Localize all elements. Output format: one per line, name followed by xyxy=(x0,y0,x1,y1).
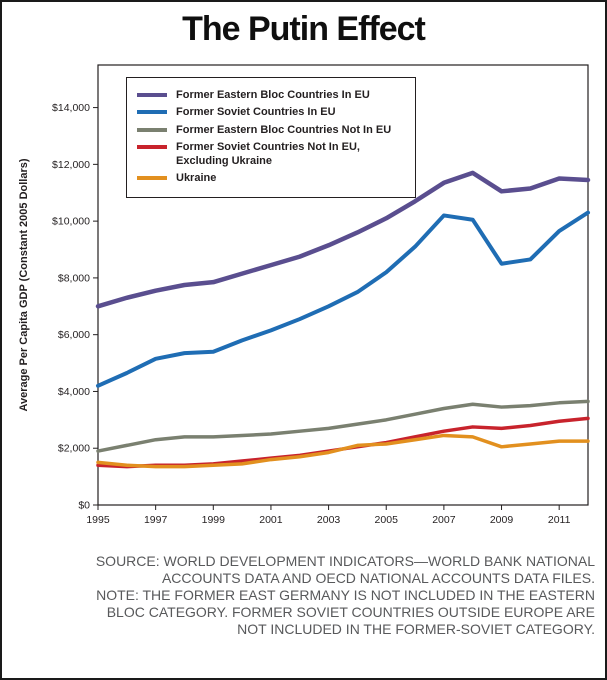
footer-line: NOTE: THE FORMER EAST GERMANY IS NOT INC… xyxy=(96,587,595,604)
chart-area: Average Per Capita GDP (Constant 2005 Do… xyxy=(8,53,603,537)
plot-frame xyxy=(97,64,589,506)
x-tick-label: 2003 xyxy=(317,514,341,526)
chart-legend: Former Eastern Bloc Countries In EU Forme… xyxy=(126,77,416,198)
y-tick-label: $8,000 xyxy=(58,272,90,284)
legend-swatch xyxy=(137,93,167,97)
x-tick-label: 1999 xyxy=(202,514,226,526)
legend-label: Ukraine xyxy=(176,172,217,185)
footer-line: ACCOUNTS DATA AND OECD NATIONAL ACCOUNTS… xyxy=(161,570,595,587)
y-tick-label: $4,000 xyxy=(58,386,90,398)
legend-swatch xyxy=(137,176,167,181)
y-tick-label: $10,000 xyxy=(52,216,90,228)
y-tick-label: $2,000 xyxy=(58,443,90,455)
source-note: SOURCE: WORLD DEVELOPMENT INDICATORS—WOR… xyxy=(2,553,605,638)
series-line-5 xyxy=(96,433,590,469)
y-axis-label: Average Per Capita GDP (Constant 2005 Do… xyxy=(18,158,30,412)
legend-label: Former Soviet Countries In EU xyxy=(176,106,336,119)
x-tick-label: 1995 xyxy=(86,514,110,526)
footer-line: SOURCE: WORLD DEVELOPMENT INDICATORS—WOR… xyxy=(95,553,595,569)
legend-item: Former Soviet Countries Not In EU, Exclu… xyxy=(137,140,405,169)
x-tick-label: 2011 xyxy=(548,514,571,526)
x-tick-label: 1997 xyxy=(144,514,168,526)
legend-item: Former Soviet Countries In EU xyxy=(137,105,405,119)
legend-item: Ukraine xyxy=(137,171,405,185)
legend-item: Former Eastern Bloc Countries In EU xyxy=(137,88,405,102)
y-tick-label: $6,000 xyxy=(58,329,90,341)
x-tick-label: 2001 xyxy=(259,514,283,526)
series-line-2 xyxy=(96,210,590,388)
gdp-line-chart: $0 $2,000 $4,000 $6,000 $8,000 $10,000 $12,000… xyxy=(52,64,591,526)
legend-swatch xyxy=(137,144,167,149)
series-line-3 xyxy=(96,399,590,453)
legend-swatch xyxy=(137,127,167,132)
footer-line: BLOC CATEGORY. FORMER SOVIET COUNTRIES O… xyxy=(106,604,595,621)
y-tick-label: $12,000 xyxy=(52,159,90,171)
footer-line: NOT INCLUDED IN THE FORMER-SOVIET CATEGO… xyxy=(237,621,595,638)
legend-swatch xyxy=(137,110,167,115)
series-line-1 xyxy=(95,170,591,309)
legend-label: Former Soviet Countries Not In EU, Exclu… xyxy=(176,140,360,168)
x-tick-label: 2005 xyxy=(375,514,399,526)
y-tick-label: $14,000 xyxy=(52,102,90,114)
y-tick-label: $0 xyxy=(78,500,90,512)
legend-item: Former Eastern Bloc Countries Not In EU xyxy=(137,123,405,137)
legend-label: Former Eastern Bloc Countries In EU xyxy=(176,89,370,101)
x-tick-label: 2009 xyxy=(490,514,514,526)
legend-label: Former Eastern Bloc Countries Not In EU xyxy=(176,123,392,136)
page-title: The Putin Effect xyxy=(182,10,426,48)
x-tick-label: 2007 xyxy=(432,514,456,526)
